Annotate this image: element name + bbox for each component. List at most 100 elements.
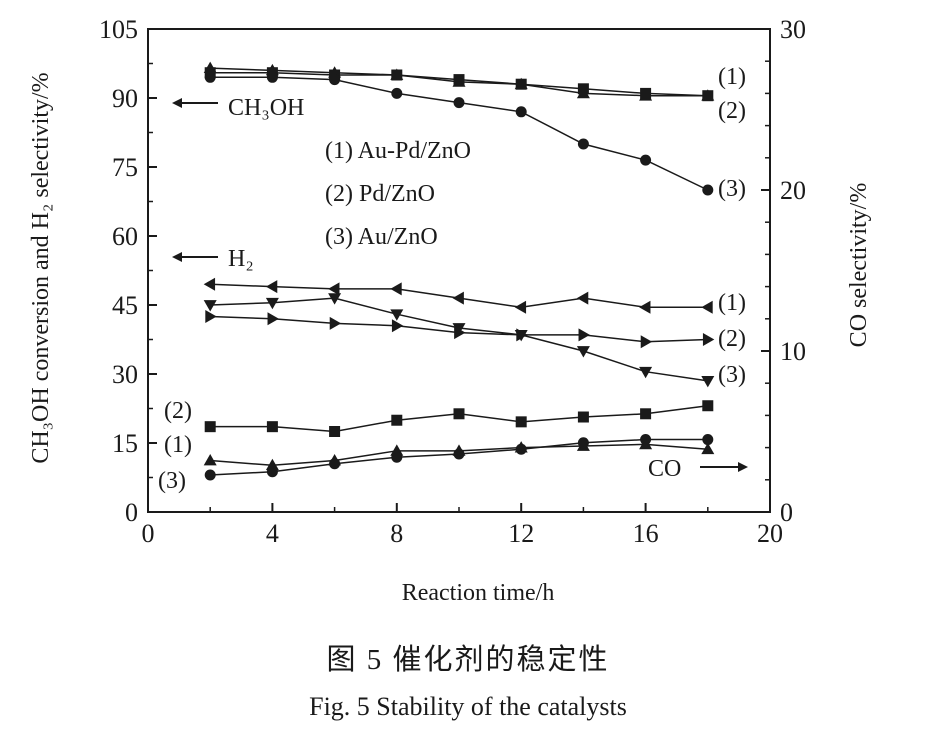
data-point-square xyxy=(391,414,403,426)
x-tick-label: 8 xyxy=(390,519,403,548)
co-series-label-2: (2) xyxy=(164,398,192,424)
data-point-triangle-left xyxy=(203,277,216,291)
data-point-circle xyxy=(266,466,278,478)
data-point-circle xyxy=(453,448,465,460)
data-point-circle xyxy=(702,184,714,196)
series-line-h2-triangle-down xyxy=(210,297,708,382)
data-point-circle xyxy=(266,71,278,83)
data-point-triangle-right xyxy=(578,328,590,342)
legend-entry-2: (2) Pd/ZnO xyxy=(325,181,435,207)
y-left-tick-label: 30 xyxy=(112,360,138,389)
axes xyxy=(147,28,771,513)
data-point-square xyxy=(640,408,652,420)
x-tick-label: 0 xyxy=(142,519,155,548)
h2-label: H₂ xyxy=(228,246,254,272)
x-tick-label: 12 xyxy=(508,519,534,548)
data-point-triangle-left xyxy=(576,291,589,305)
ch3oh-label: CH₃OH xyxy=(228,95,304,121)
data-point-square xyxy=(391,69,403,81)
series-h2-triangle-left xyxy=(203,277,713,314)
ch3oh-arrowhead xyxy=(172,98,182,108)
h2-series-label-2: (2) xyxy=(718,326,746,352)
data-point-square xyxy=(577,83,589,95)
data-point-triangle-down xyxy=(265,297,279,310)
data-point-circle xyxy=(329,458,341,470)
h2-series-label-3: (3) xyxy=(718,362,746,388)
ch3oh-series-label-1: (1) xyxy=(718,64,746,90)
y-right-tick-label: 0 xyxy=(780,498,793,527)
data-point-circle xyxy=(515,106,527,118)
data-point-circle xyxy=(329,74,341,86)
y-left-tick-label: 90 xyxy=(112,84,138,113)
y-left-tick-label: 75 xyxy=(112,153,138,182)
data-point-square xyxy=(453,74,465,86)
data-point-circle xyxy=(515,443,527,455)
data-point-triangle-left xyxy=(514,300,527,314)
data-point-square xyxy=(266,421,278,433)
y-right-tick-label: 10 xyxy=(780,337,806,366)
data-point-triangle-up xyxy=(701,442,715,455)
y-left-tick-label: 60 xyxy=(112,222,138,251)
y-left-tick-label: 15 xyxy=(112,429,138,458)
h2-arrowhead xyxy=(172,252,182,262)
y-left-tick-label: 45 xyxy=(112,291,138,320)
co-label: CO xyxy=(648,456,681,482)
ch3oh-series-label-2: (2) xyxy=(718,98,746,124)
legend-entry-3: (3) Au/ZnO xyxy=(325,224,438,250)
data-point-triangle-left xyxy=(390,282,402,296)
data-point-triangle-left xyxy=(265,280,278,294)
xlabel: Reaction time/h xyxy=(402,580,555,606)
annotations: CH₃OH conversion and H₂ selectivity/% CO… xyxy=(28,64,872,606)
x-tick-label: 4 xyxy=(266,519,279,548)
co-series-label-3: (3) xyxy=(158,468,186,494)
data-point-circle xyxy=(391,87,403,99)
y-right-tick-label: 30 xyxy=(780,15,806,44)
data-point-square xyxy=(702,400,714,412)
caption-english: Fig. 5 Stability of the catalysts xyxy=(309,692,627,721)
data-point-square xyxy=(204,421,216,433)
data-point-circle xyxy=(204,71,216,83)
data-point-triangle-down xyxy=(328,293,342,305)
data-point-triangle-right xyxy=(640,335,653,349)
data-point-circle xyxy=(391,451,403,463)
ch3oh-series-label-3: (3) xyxy=(718,176,746,202)
data-point-square xyxy=(640,87,652,99)
data-point-square xyxy=(515,416,527,428)
data-point-circle xyxy=(702,434,714,446)
data-point-square xyxy=(453,408,465,420)
data-point-triangle-down xyxy=(514,330,528,342)
x-tick-label: 16 xyxy=(633,519,659,548)
data-point-circle xyxy=(640,154,652,166)
data-point-triangle-right xyxy=(205,310,217,323)
y-left-tick-label: 105 xyxy=(99,15,138,44)
data-point-triangle-left xyxy=(639,300,651,314)
data-point-circle xyxy=(577,437,589,449)
data-point-triangle-down xyxy=(576,346,590,358)
series-h2-triangle-down xyxy=(203,293,715,388)
data-point-circle xyxy=(204,469,216,481)
series-layer xyxy=(203,61,715,481)
data-point-circle xyxy=(453,97,465,109)
co-series-label-1: (1) xyxy=(164,432,192,458)
x-tick-label: 20 xyxy=(757,519,783,548)
data-point-triangle-down xyxy=(639,366,653,379)
data-point-square xyxy=(515,78,527,90)
data-point-triangle-left xyxy=(701,300,713,314)
data-point-triangle-down xyxy=(390,309,404,321)
data-point-triangle-right xyxy=(702,333,715,346)
data-point-triangle-left xyxy=(328,282,340,296)
h2-series-label-1: (1) xyxy=(718,290,746,316)
series-ch3oh-circle xyxy=(204,71,714,196)
data-point-square xyxy=(329,426,341,437)
data-point-triangle-up xyxy=(203,453,217,466)
data-point-triangle-down xyxy=(452,323,466,335)
data-point-circle xyxy=(577,138,589,150)
data-point-square xyxy=(702,90,714,102)
co-arrowhead xyxy=(738,462,748,472)
data-point-square xyxy=(577,411,589,423)
data-point-triangle-right xyxy=(267,312,279,326)
caption-chinese: 图 5 催化剂的稳定性 xyxy=(326,644,610,676)
data-point-triangle-right xyxy=(391,319,404,333)
